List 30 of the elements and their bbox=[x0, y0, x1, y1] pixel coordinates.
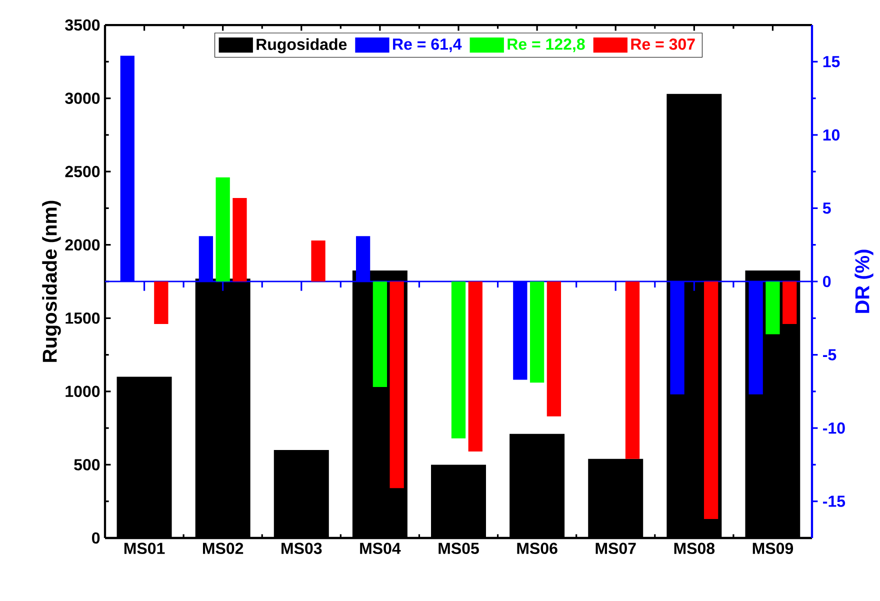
y-tick-label: 2500 bbox=[65, 166, 100, 178]
y-tick-label: 0 bbox=[92, 532, 100, 544]
y2-tick-label: 0 bbox=[823, 276, 831, 288]
legend-label: Re = 61,4 bbox=[393, 38, 462, 52]
y2-tick-label: -5 bbox=[823, 349, 836, 360]
x-tick-label: MS01 bbox=[124, 542, 165, 554]
x-tick-label: MS07 bbox=[596, 542, 636, 554]
y-tick-label: 2000 bbox=[65, 239, 100, 251]
legend-label: Rugosidade bbox=[256, 38, 347, 54]
legend-label: Re = 122,8 bbox=[508, 38, 585, 52]
y2-tick-label: -15 bbox=[823, 496, 846, 507]
x-tick-label: MS04 bbox=[360, 542, 401, 554]
y2-tick-label: 15 bbox=[823, 56, 840, 68]
y-tick-label: 500 bbox=[74, 459, 100, 470]
legend-label: Re = 307 bbox=[631, 38, 695, 50]
x-tick-label: MS06 bbox=[517, 542, 558, 554]
y-tick-label: 1500 bbox=[66, 312, 100, 324]
y-tick-label: 3500 bbox=[65, 19, 100, 31]
y-axis-title: Rugosidade (nm) bbox=[42, 200, 61, 362]
y2-tick-label: -10 bbox=[823, 422, 845, 434]
y-tick-label: 3000 bbox=[65, 92, 100, 104]
x-tick-label: MS02 bbox=[203, 542, 244, 554]
x-tick-label: MS09 bbox=[752, 542, 794, 554]
x-tick-label: MS03 bbox=[282, 542, 322, 554]
y-tick-label: 1000 bbox=[66, 386, 100, 398]
y2-tick-label: 10 bbox=[823, 129, 840, 141]
x-tick-label: MS05 bbox=[438, 542, 479, 554]
y2-axis-title: DR (%) bbox=[854, 250, 874, 313]
y2-tick-label: 5 bbox=[822, 202, 831, 214]
x-tick-label: MS08 bbox=[674, 542, 715, 554]
